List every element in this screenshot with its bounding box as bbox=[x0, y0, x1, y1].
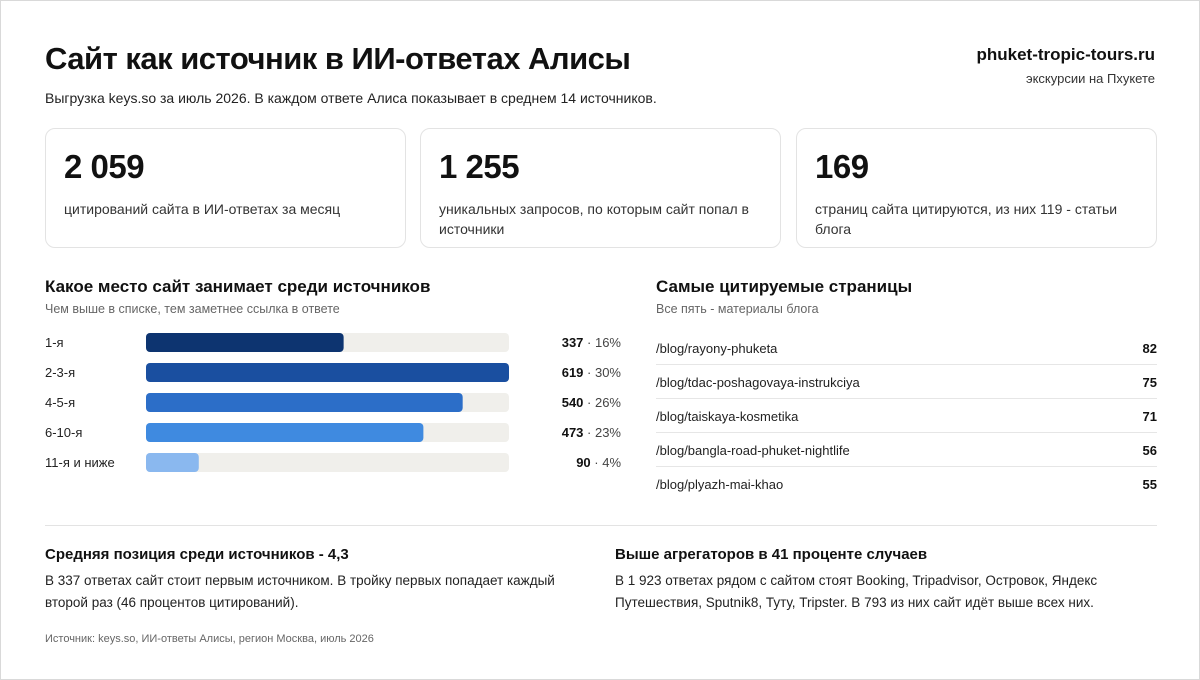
bar-data-label: 90 · 4% bbox=[576, 455, 621, 470]
page-path: /blog/taiskaya-kosmetika bbox=[656, 409, 799, 424]
rank-section-subtitle: Чем выше в списке, тем заметнее ссылка в… bbox=[45, 302, 340, 316]
bar-value: 619 bbox=[562, 365, 584, 380]
bar-data-label: 540 · 26% bbox=[562, 395, 622, 410]
page-title: Сайт как источник в ИИ-ответах Алисы bbox=[45, 41, 631, 76]
note-title-aggregators: Выше агрегаторов в 41 проценте случаев bbox=[615, 546, 928, 563]
section-divider bbox=[45, 525, 1157, 526]
page-path: /blog/bangla-road-phuket-nightlife bbox=[656, 443, 850, 458]
bar-value: 473 bbox=[562, 425, 584, 440]
bar-category-label: 1-я bbox=[45, 335, 64, 350]
brand-name: phuket-tropic-tours.ru bbox=[976, 45, 1156, 64]
bar-share: · 4% bbox=[591, 455, 622, 470]
page-citation-count: 75 bbox=[1142, 375, 1157, 390]
bar-category-label: 11-я и ниже bbox=[45, 455, 115, 470]
bar-value: 540 bbox=[562, 395, 584, 410]
rank-bar-chart: 1-я 337 · 16% 2-3-я 619 · 30% 4-5-я 540 · 26%… bbox=[45, 333, 622, 472]
brand-block: phuket-tropic-tours.ru экскурсии на Пхук… bbox=[977, 45, 1156, 86]
kpi-card-pages: 169 страниц сайта цитируются, из них 119… bbox=[796, 128, 1157, 248]
kpi-label: уникальных запросов, по которым сайт поп… bbox=[439, 201, 749, 237]
source-note: Источник: keys.so, ИИ-ответы Алисы, реги… bbox=[45, 633, 374, 645]
bar-track bbox=[146, 453, 509, 472]
page-citation-count: 71 bbox=[1142, 409, 1157, 424]
page-citation-count: 82 bbox=[1142, 341, 1157, 356]
kpi-label: цитирований сайта в ИИ-ответах за месяц bbox=[64, 201, 341, 217]
bar-share: · 26% bbox=[583, 395, 621, 410]
kpi-card-queries: 1 255 уникальных запросов, по которым са… bbox=[420, 128, 781, 248]
rank-section-title: Какое место сайт занимает среди источник… bbox=[45, 277, 431, 296]
kpi-value: 2 059 bbox=[64, 148, 145, 185]
note-text-aggregators: В 1 923 ответах рядом с сайтом стоят Boo… bbox=[615, 573, 1098, 610]
bar-share: · 16% bbox=[583, 335, 621, 350]
bar-value: 337 bbox=[562, 335, 584, 350]
bar-share: · 23% bbox=[583, 425, 621, 440]
bar bbox=[146, 363, 509, 382]
bar bbox=[146, 423, 424, 442]
kpi-label: страниц сайта цитируются, из них 119 - с… bbox=[815, 201, 1118, 237]
bar-data-label: 337 · 16% bbox=[562, 335, 622, 350]
list-item: /blog/bangla-road-phuket-nightlife 56 bbox=[656, 433, 1157, 467]
kpi-row: 2 059 цитирований сайта в ИИ-ответах за … bbox=[45, 128, 1157, 248]
page-path: /blog/tdac-poshagovaya-instrukciya bbox=[656, 375, 860, 390]
kpi-value: 1 255 bbox=[439, 148, 520, 185]
top-pages-list: /blog/rayony-phuketa 82 /blog/tdac-posha… bbox=[656, 331, 1157, 501]
bar-value: 90 bbox=[576, 455, 590, 470]
kpi-card-citations: 2 059 цитирований сайта в ИИ-ответах за … bbox=[45, 128, 406, 248]
bar bbox=[146, 333, 344, 352]
page-citation-count: 55 bbox=[1142, 477, 1157, 492]
list-item: /blog/rayony-phuketa 82 bbox=[656, 331, 1157, 365]
list-item: /blog/plyazh-mai-khao 55 bbox=[656, 467, 1157, 501]
brand-tagline: экскурсии на Пхукете bbox=[1025, 71, 1155, 86]
bar-category-label: 6-10-я bbox=[45, 425, 82, 440]
list-item: /blog/tdac-poshagovaya-instrukciya 75 bbox=[656, 365, 1157, 399]
bar-category-label: 2-3-я bbox=[45, 365, 75, 380]
page-path: /blog/rayony-phuketa bbox=[656, 341, 778, 356]
bar-data-label: 473 · 23% bbox=[562, 425, 622, 440]
pages-section-title: Самые цитируемые страницы bbox=[656, 277, 913, 296]
list-item: /blog/taiskaya-kosmetika 71 bbox=[656, 399, 1157, 433]
bar-category-label: 4-5-я bbox=[45, 395, 75, 410]
bar bbox=[146, 453, 199, 472]
pages-section-subtitle: Все пять - материалы блога bbox=[656, 302, 819, 316]
page-path: /blog/plyazh-mai-khao bbox=[656, 477, 784, 492]
note-text-avg-position: В 337 ответах сайт стоит первым источник… bbox=[45, 573, 555, 610]
kpi-value: 169 bbox=[815, 148, 869, 185]
bar bbox=[146, 393, 463, 412]
page-subtitle: Выгрузка keys.so за июль 2026. В каждом … bbox=[45, 90, 657, 106]
note-title-avg-position: Средняя позиция среди источников - 4,3 bbox=[45, 546, 349, 563]
page-citation-count: 56 bbox=[1142, 443, 1157, 458]
bar-share: · 30% bbox=[583, 365, 621, 380]
bar-data-label: 619 · 30% bbox=[562, 365, 622, 380]
